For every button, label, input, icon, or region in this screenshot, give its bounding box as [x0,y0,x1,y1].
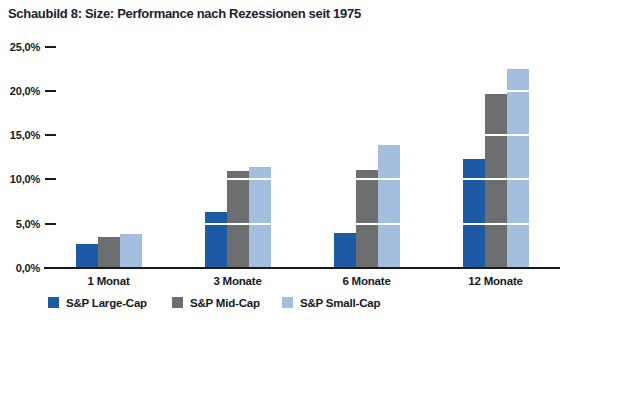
gridline-over-bars [334,223,400,225]
y-axis-tick-label: 15,0% [0,128,40,142]
y-axis-tick-label: 25,0% [0,40,40,54]
y-axis-tick-label: 10,0% [0,172,40,186]
legend-swatch-s-p-small-cap [282,297,293,308]
gridline-over-bars [463,223,529,225]
bar-s-p-mid-cap-12-monate [485,94,507,268]
x-axis-category-label: 6 Monate [322,275,412,287]
bar-s-p-large-cap-1-monat [76,244,98,268]
y-axis-tick-mark [45,223,56,225]
y-axis-tick-label: 0,0% [0,261,40,275]
chart-figure: Schaubild 8: Size: Performance nach Reze… [0,0,640,400]
legend-swatch-s-p-large-cap [48,297,59,308]
gridline-over-bars [463,134,529,136]
legend-label-s-p-large-cap: S&P Large-Cap [66,297,147,309]
bar-s-p-mid-cap-1-monat [98,237,120,268]
bar-s-p-small-cap-6-monate [378,145,400,268]
legend-item-s-p-mid-cap: S&P Mid-Cap [172,296,260,309]
y-axis-tick-label: 20,0% [0,84,40,98]
bar-s-p-small-cap-12-monate [507,69,529,268]
legend-item-s-p-large-cap: S&P Large-Cap [48,296,147,309]
gridline-over-bars [205,178,271,180]
gridline-over-bars [463,90,529,92]
y-axis-tick-mark [45,134,56,136]
y-axis-tick-label: 5,0% [0,217,40,231]
bar-s-p-large-cap-3-monate [205,212,227,268]
bar-s-p-mid-cap-3-monate [227,171,249,268]
bar-s-p-large-cap-6-monate [334,233,356,268]
bar-s-p-large-cap-12-monate [463,159,485,268]
bar-s-p-small-cap-3-monate [249,167,271,268]
bar-s-p-mid-cap-6-monate [356,170,378,268]
legend-label-s-p-small-cap: S&P Small-Cap [300,297,380,309]
x-axis-category-label: 3 Monate [193,275,283,287]
x-axis-category-label: 1 Monat [64,275,154,287]
x-axis-category-label: 12 Monate [451,275,541,287]
gridline-over-bars [463,178,529,180]
y-axis-tick-mark [45,90,56,92]
x-axis-line [44,267,560,269]
gridline-over-bars [334,178,400,180]
legend-swatch-s-p-mid-cap [172,297,183,308]
legend-item-s-p-small-cap: S&P Small-Cap [282,296,380,309]
y-axis-tick-mark [45,46,56,48]
bar-chart-plot-area: 0,0% 5,0% 10,0% 15,0% 20,0% 25,0% 1 Monat 3 Mon… [0,0,640,400]
gridline-over-bars [205,223,271,225]
legend-label-s-p-mid-cap: S&P Mid-Cap [190,297,260,309]
y-axis-tick-mark [45,178,56,180]
bar-s-p-small-cap-1-monat [120,234,142,268]
